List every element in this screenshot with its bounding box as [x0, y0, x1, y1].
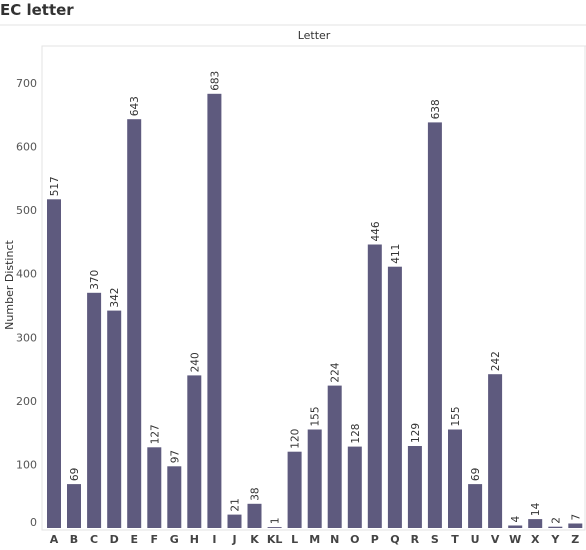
bar[interactable] — [427, 122, 442, 529]
data-label: 240 — [189, 352, 201, 372]
bars — [47, 93, 583, 529]
data-label: 21 — [230, 498, 242, 511]
x-tick-label: I — [212, 533, 216, 546]
data-label: 2 — [550, 517, 562, 524]
x-tick-label: V — [491, 533, 500, 546]
data-label: 1 — [270, 517, 282, 524]
data-label: 411 — [390, 244, 402, 264]
bar[interactable] — [508, 525, 523, 529]
data-label: 127 — [149, 424, 161, 444]
bar[interactable] — [67, 484, 81, 528]
x-axis: A B C D E F G H I J K KL L M N O P Q R S T U V W X Y Z — [50, 533, 580, 546]
y-tick-label: 700 — [16, 77, 37, 90]
bar[interactable] — [407, 446, 422, 528]
data-label: 97 — [169, 450, 181, 463]
y-tick-label: 300 — [16, 331, 37, 344]
x-tick-label: C — [90, 533, 98, 546]
x-tick-label: B — [70, 533, 78, 546]
y-tick-label: 0 — [30, 516, 37, 529]
data-label: 14 — [530, 502, 542, 516]
y-tick-label: 200 — [16, 395, 37, 408]
data-label: 638 — [430, 99, 442, 119]
bar[interactable] — [327, 385, 342, 528]
bar[interactable] — [47, 199, 61, 529]
data-label: 7 — [570, 514, 582, 521]
data-label: 683 — [209, 71, 221, 91]
x-tick-label: J — [231, 533, 236, 546]
page-title: EC letter — [0, 1, 74, 19]
x-tick-label: X — [531, 533, 540, 546]
y-axis-title: Number Distinct — [3, 239, 16, 329]
data-label: 446 — [370, 221, 382, 241]
bar[interactable] — [448, 429, 462, 529]
x-tick-label: S — [431, 533, 439, 546]
bar[interactable] — [227, 514, 242, 528]
bar[interactable] — [167, 466, 182, 528]
x-tick-label: KL — [267, 533, 283, 546]
data-label: 69 — [69, 468, 81, 481]
x-tick-label: A — [50, 533, 59, 546]
x-tick-label: Q — [390, 533, 399, 546]
plot-border — [41, 45, 586, 531]
bar[interactable] — [147, 447, 162, 528]
data-label: 370 — [89, 270, 101, 290]
y-axis: 0 100 200 300 400 500 600 700 — [16, 77, 37, 529]
bar[interactable] — [468, 484, 483, 528]
x-tick-label: M — [309, 533, 320, 546]
bar[interactable] — [347, 446, 362, 528]
bar[interactable] — [187, 375, 202, 528]
bar[interactable] — [207, 93, 222, 529]
x-tick-label: H — [190, 533, 199, 546]
x-tick-label: N — [330, 533, 339, 546]
data-label: 242 — [490, 351, 502, 371]
data-label: 155 — [310, 406, 322, 426]
bar[interactable] — [107, 310, 122, 528]
data-label: 38 — [250, 487, 262, 500]
bar[interactable] — [548, 526, 563, 528]
data-label: 155 — [450, 406, 462, 426]
column-header: Letter — [298, 29, 331, 42]
x-tick-label: R — [411, 533, 420, 546]
x-tick-label: T — [451, 533, 459, 546]
data-label: 224 — [330, 362, 342, 382]
x-tick-label: W — [509, 533, 521, 546]
x-tick-label: P — [371, 533, 379, 546]
y-tick-label: 600 — [16, 141, 37, 154]
x-tick-label: D — [110, 533, 119, 546]
data-label: 120 — [290, 429, 302, 449]
y-tick-label: 500 — [16, 204, 37, 217]
x-tick-label: O — [350, 533, 359, 546]
x-tick-label: Z — [571, 533, 579, 546]
bar[interactable] — [287, 451, 302, 528]
data-label: 129 — [410, 423, 422, 443]
bar[interactable] — [488, 374, 503, 528]
x-tick-label: L — [291, 533, 298, 546]
x-tick-label: K — [250, 533, 259, 546]
x-tick-label: E — [130, 533, 138, 546]
y-tick-label: 100 — [16, 458, 37, 471]
bar[interactable] — [367, 244, 382, 529]
bar[interactable] — [528, 519, 543, 528]
x-tick-label: Y — [550, 533, 560, 546]
x-tick-label: F — [151, 533, 159, 546]
bar[interactable] — [127, 119, 142, 528]
data-labels: 517 69 370 342 643 127 97 240 683 21 38 1 120 155 224 1… — [49, 71, 582, 524]
x-tick-label: G — [170, 533, 179, 546]
bar[interactable] — [568, 523, 583, 529]
data-label: 128 — [350, 424, 362, 444]
data-label: 517 — [49, 176, 61, 196]
data-label: 643 — [129, 96, 141, 116]
data-label: 342 — [109, 288, 121, 308]
bar[interactable] — [267, 527, 282, 528]
bar[interactable] — [87, 292, 102, 528]
y-tick-label: 400 — [16, 268, 37, 281]
bar[interactable] — [247, 503, 262, 528]
bar[interactable] — [387, 266, 402, 528]
data-label: 4 — [510, 516, 522, 523]
bar[interactable] — [307, 429, 322, 529]
data-label: 69 — [470, 468, 482, 481]
x-tick-label: U — [471, 533, 480, 546]
